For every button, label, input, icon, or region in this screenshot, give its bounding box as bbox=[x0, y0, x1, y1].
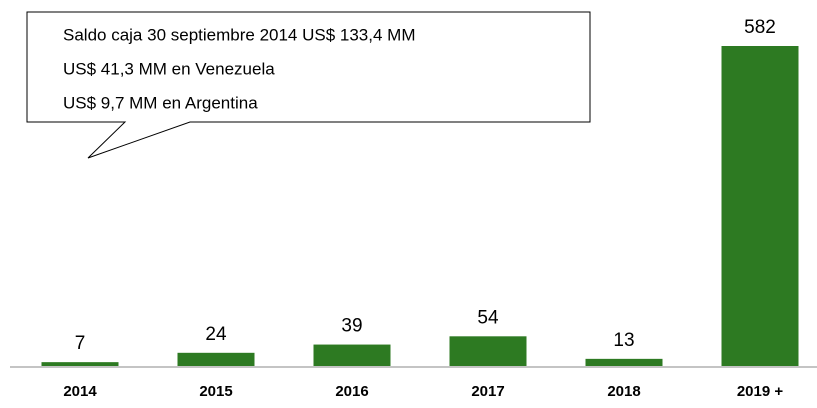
bar bbox=[41, 362, 119, 366]
x-tick-label: 2014 bbox=[63, 383, 97, 400]
value-label: 582 bbox=[744, 17, 776, 38]
bar bbox=[177, 352, 255, 366]
value-label: 24 bbox=[205, 324, 227, 345]
x-tick-label: 2018 bbox=[607, 383, 640, 400]
value-label: 13 bbox=[613, 330, 634, 351]
x-tick-label: 2017 bbox=[471, 383, 504, 400]
annotation-line: US$ 9,7 MM en Argentina bbox=[63, 93, 258, 112]
x-tick-label: 2019 + bbox=[737, 383, 784, 400]
value-label: 7 bbox=[75, 333, 86, 354]
bar bbox=[585, 358, 663, 366]
x-tick-label: 2015 bbox=[199, 383, 232, 400]
value-label: 39 bbox=[341, 316, 362, 337]
x-tick-label: 2016 bbox=[335, 383, 368, 400]
annotation-line: US$ 41,3 MM en Venezuela bbox=[63, 59, 275, 78]
callout bbox=[26, 11, 591, 159]
bar bbox=[313, 344, 391, 366]
bar bbox=[449, 336, 527, 366]
bar bbox=[721, 46, 799, 366]
annotation-line: Saldo caja 30 septiembre 2014 US$ 133,4 … bbox=[63, 25, 415, 44]
value-label: 54 bbox=[477, 307, 499, 328]
